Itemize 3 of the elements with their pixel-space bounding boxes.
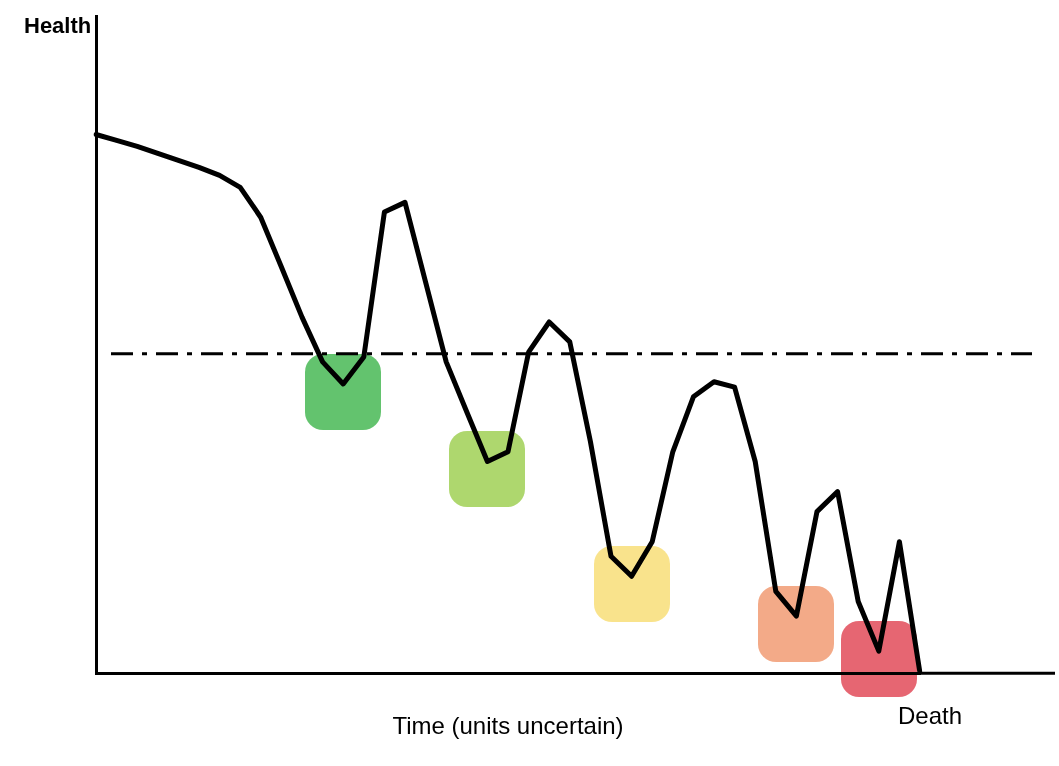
y-axis-title: Health: [24, 13, 92, 39]
x-axis-title: Time (units uncertain): [392, 712, 624, 740]
text: Death: [897, 701, 963, 729]
